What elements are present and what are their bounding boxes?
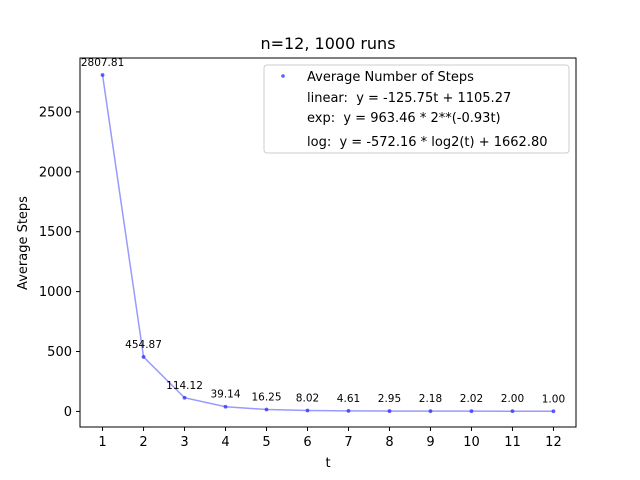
- x-axis-label: t: [325, 456, 330, 471]
- legend-entry-linear-fit: linear: y = -125.75t + 1105.27: [307, 91, 511, 106]
- data-label: 4.61: [337, 393, 360, 405]
- x-tick-label: 11: [504, 435, 521, 450]
- x-tick-label: 8: [385, 435, 393, 450]
- series-line: [101, 74, 554, 413]
- data-label: 39.14: [210, 389, 240, 401]
- data-label: 1.00: [542, 393, 565, 405]
- data-point: [387, 409, 392, 413]
- y-axis-label: Average Steps: [16, 196, 31, 290]
- x-tick-label: 4: [221, 435, 229, 450]
- legend: Average Number of Steps linear: y = -125…: [263, 64, 570, 154]
- data-point: [141, 355, 146, 359]
- data-label: 2.18: [419, 393, 442, 405]
- legend-entry-series: Average Number of Steps: [307, 70, 474, 85]
- data-label: 2.02: [460, 393, 483, 405]
- data-point: [223, 404, 228, 409]
- data-point: [182, 395, 187, 400]
- data-label: 454.87: [125, 339, 162, 351]
- y-tick-label: 500: [47, 345, 72, 360]
- data-point: [100, 73, 105, 77]
- plot-frame: [79, 57, 577, 428]
- data-point: [346, 408, 351, 413]
- data-point: [305, 408, 310, 413]
- y-tick-label: 0: [64, 405, 72, 420]
- legend-marker: [281, 74, 285, 78]
- x-tick-label: 6: [303, 435, 311, 450]
- data-label: 2.00: [501, 393, 524, 405]
- x-tick-label: 7: [344, 435, 352, 450]
- x-tick-label: 9: [426, 435, 434, 450]
- x-tick-label: 3: [180, 435, 188, 450]
- x-tick-label: 10: [463, 435, 480, 450]
- x-tick-label: 1: [98, 435, 106, 450]
- y-tick-label: 1500: [39, 225, 72, 240]
- legend-box: [263, 64, 570, 154]
- chart-title: n=12, 1000 runs: [260, 34, 395, 53]
- x-tick-label: 12: [545, 435, 562, 450]
- y-tick-label: 2000: [39, 165, 72, 180]
- legend-entry-log-fit: log: y = -572.16 * log2(t) + 1662.80: [307, 135, 548, 150]
- y-tick-label: 2500: [39, 105, 72, 120]
- plot-area: 2807.81 454.87 114.12 39.14 16.25 8.02 4.61 2.9…: [81, 57, 565, 414]
- data-point: [510, 409, 515, 414]
- data-label: 2807.81: [81, 57, 124, 69]
- data-label: 114.12: [166, 380, 203, 392]
- y-tick-label: 1000: [39, 285, 72, 300]
- data-point: [551, 409, 556, 414]
- x-tick-label: 5: [262, 435, 270, 450]
- data-point: [469, 409, 474, 414]
- data-point: [428, 409, 433, 414]
- data-point: [264, 407, 269, 412]
- data-label: 16.25: [251, 391, 281, 403]
- legend-entry-exp-fit: exp: y = 963.46 * 2**(-0.93t): [307, 111, 501, 126]
- data-label: 8.02: [296, 392, 319, 404]
- data-label: 2.95: [378, 393, 401, 405]
- x-tick-label: 2: [139, 435, 147, 450]
